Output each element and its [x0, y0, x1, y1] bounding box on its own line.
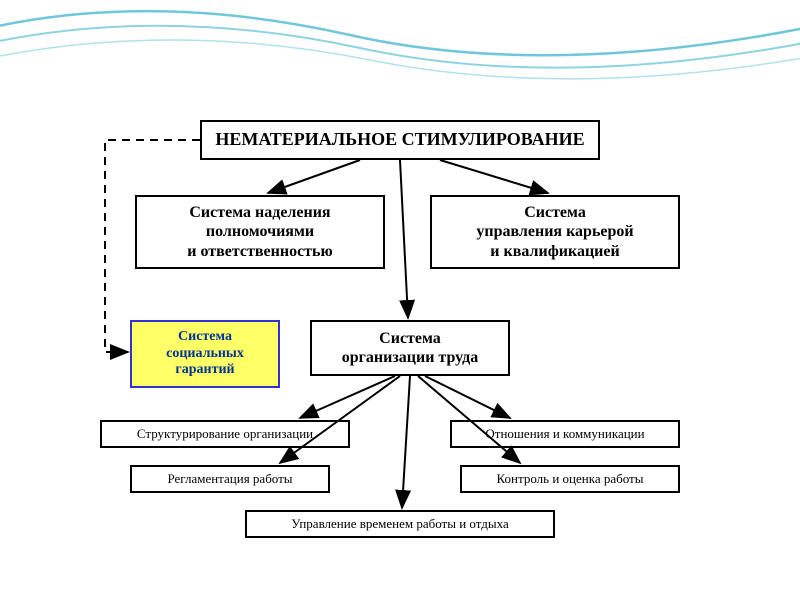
node-control: Контроль и оценка работы: [460, 465, 680, 493]
node-regulation-label: Регламентация работы: [167, 471, 292, 487]
node-time-mgmt: Управление временем работы и отдыха: [245, 510, 555, 538]
edge-title-career: [440, 160, 548, 193]
node-career-label: Системауправления карьеройи квалификацие…: [476, 203, 633, 261]
node-labor-org-label: Системаорганизации труда: [342, 329, 479, 367]
node-time-mgmt-label: Управление временем работы и отдыха: [291, 516, 508, 532]
node-career: Системауправления карьеройи квалификацие…: [430, 195, 680, 269]
node-title-label: НЕМАТЕРИАЛЬНОЕ СТИМУЛИРОВАНИЕ: [215, 129, 584, 151]
edge-title-labor-org: [400, 160, 408, 318]
edge-labor-structuring: [300, 376, 395, 418]
node-relations-label: Отношения и коммуникации: [485, 426, 644, 442]
node-regulation: Регламентация работы: [130, 465, 330, 493]
edge-labor-time-mgmt: [402, 376, 410, 508]
node-title: НЕМАТЕРИАЛЬНОЕ СТИМУЛИРОВАНИЕ: [200, 120, 600, 160]
node-structuring: Структурирование организации: [100, 420, 350, 448]
node-empowerment: Система наделенияполномочиямии ответстве…: [135, 195, 385, 269]
node-structuring-label: Структурирование организации: [137, 426, 313, 442]
node-labor-org: Системаорганизации труда: [310, 320, 510, 376]
decorative-wave: [0, 0, 800, 110]
node-empowerment-label: Система наделенияполномочиямии ответстве…: [187, 203, 332, 261]
node-social-label: Системасоциальныхгарантий: [166, 329, 244, 379]
edge-labor-relations: [425, 376, 510, 418]
node-control-label: Контроль и оценка работы: [497, 471, 644, 487]
node-social: Системасоциальныхгарантий: [130, 320, 280, 388]
node-relations: Отношения и коммуникации: [450, 420, 680, 448]
edge-title-empowerment: [268, 160, 360, 193]
